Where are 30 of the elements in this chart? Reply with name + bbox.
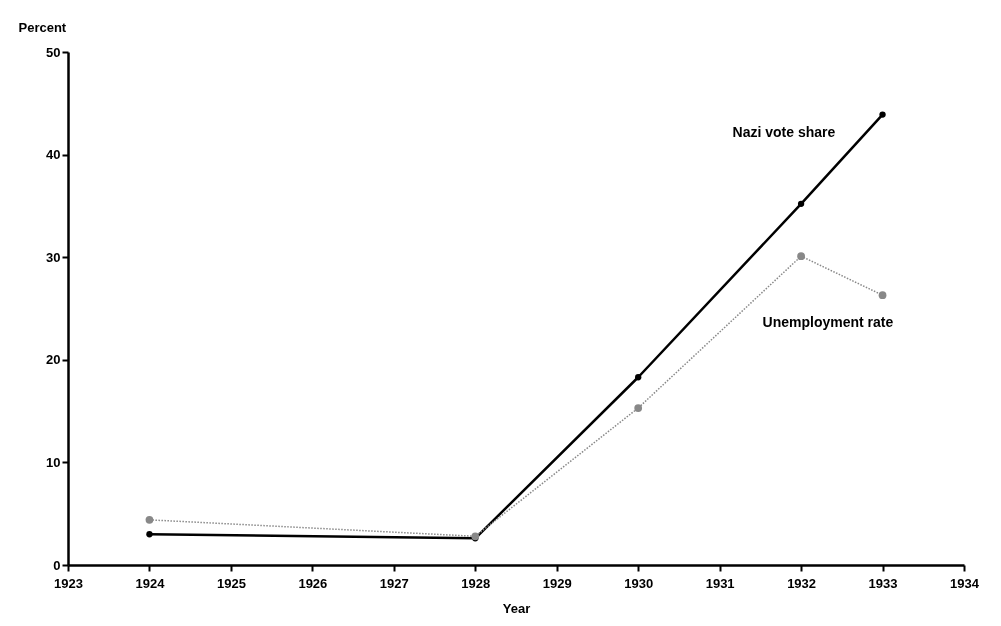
x-axis-title: Year [502, 600, 531, 616]
x-tick-label: 1934 [950, 575, 980, 591]
y-tick-label: 30 [46, 249, 61, 265]
y-tick-label: 50 [46, 44, 61, 60]
x-tick-label: 1927 [379, 575, 409, 591]
x-tick-label: 1932 [787, 575, 817, 591]
x-tick-label: 1931 [705, 575, 735, 591]
y-tick-label: 0 [53, 557, 61, 573]
point [797, 252, 805, 261]
point [797, 200, 805, 207]
series-label: Unemployment rate [762, 314, 894, 331]
x-tick-label: 1924 [135, 575, 166, 591]
x-tick-label: 1933 [868, 575, 898, 591]
y-axis-title: Percent [18, 19, 67, 35]
y-tick-label: 40 [46, 147, 61, 163]
y-tick-label: 20 [46, 352, 61, 368]
point [145, 515, 154, 524]
point [878, 291, 887, 300]
x-tick-label: 1925 [216, 575, 246, 591]
x-tick-label: 1928 [461, 575, 491, 591]
point [146, 531, 153, 538]
point [635, 374, 642, 381]
y-tick-label: 10 [46, 454, 61, 470]
x-tick-label: 1926 [298, 575, 328, 591]
series-label: Nazi vote share [732, 123, 836, 140]
point [879, 111, 886, 118]
x-tick-label: 1929 [542, 575, 572, 591]
x-tick-label: 1923 [54, 575, 83, 591]
point [634, 404, 643, 412]
x-tick-label: 1930 [624, 575, 654, 591]
